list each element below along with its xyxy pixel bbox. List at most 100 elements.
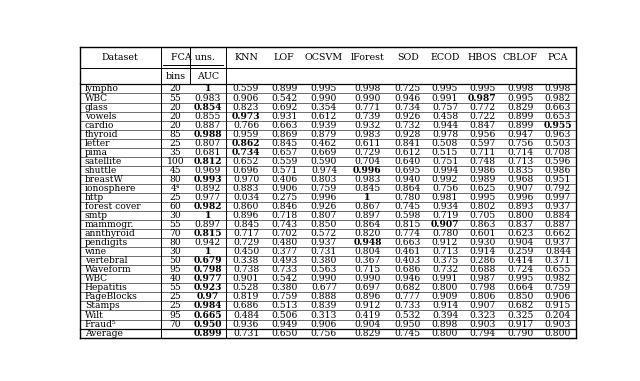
Text: 0.692: 0.692 bbox=[271, 102, 298, 112]
Text: 0.774: 0.774 bbox=[395, 229, 420, 238]
Text: 95: 95 bbox=[170, 265, 181, 274]
Text: 0.380: 0.380 bbox=[311, 256, 337, 265]
Text: 0.914: 0.914 bbox=[469, 247, 495, 256]
Text: 0.932: 0.932 bbox=[354, 121, 381, 130]
Text: 45: 45 bbox=[170, 166, 181, 175]
Text: 0.802: 0.802 bbox=[469, 202, 495, 211]
Text: 0.542: 0.542 bbox=[271, 93, 298, 102]
Text: 0.450: 0.450 bbox=[233, 247, 259, 256]
Text: 0.888: 0.888 bbox=[311, 293, 337, 301]
Text: 0.503: 0.503 bbox=[545, 139, 571, 148]
Text: LOF: LOF bbox=[274, 53, 294, 62]
Text: ionosphere: ionosphere bbox=[85, 184, 136, 193]
Text: 0.835: 0.835 bbox=[508, 166, 534, 175]
Text: 20: 20 bbox=[170, 112, 181, 121]
Text: 0.313: 0.313 bbox=[311, 311, 337, 320]
Text: 0.663: 0.663 bbox=[395, 238, 421, 247]
Text: 1: 1 bbox=[205, 211, 211, 220]
Text: 0.829: 0.829 bbox=[508, 102, 534, 112]
Text: 0.989: 0.989 bbox=[469, 175, 495, 184]
Text: 0.640: 0.640 bbox=[395, 157, 421, 166]
Text: 0.912: 0.912 bbox=[354, 301, 381, 311]
Text: forest cover: forest cover bbox=[85, 202, 140, 211]
Text: 0.926: 0.926 bbox=[311, 202, 337, 211]
Text: 0.993: 0.993 bbox=[193, 175, 222, 184]
Text: 0.777: 0.777 bbox=[395, 293, 420, 301]
Text: PCA: PCA bbox=[548, 53, 568, 62]
Text: 0.959: 0.959 bbox=[233, 130, 259, 139]
Text: 0.375: 0.375 bbox=[432, 256, 458, 265]
Text: 0.724: 0.724 bbox=[508, 265, 534, 274]
Text: 0.863: 0.863 bbox=[469, 220, 495, 229]
Text: 0.286: 0.286 bbox=[469, 256, 495, 265]
Text: 0.532: 0.532 bbox=[395, 311, 421, 320]
Text: 0.733: 0.733 bbox=[395, 301, 421, 311]
Text: 0.798: 0.798 bbox=[469, 283, 495, 292]
Text: 0.513: 0.513 bbox=[271, 301, 298, 311]
Text: 0.879: 0.879 bbox=[311, 130, 337, 139]
Text: 0.990: 0.990 bbox=[311, 274, 337, 283]
Text: 1: 1 bbox=[205, 247, 211, 256]
Text: 0.956: 0.956 bbox=[469, 130, 495, 139]
Text: 0.854: 0.854 bbox=[194, 102, 222, 112]
Text: 0.681: 0.681 bbox=[195, 148, 221, 157]
Text: 0.679: 0.679 bbox=[193, 256, 222, 265]
Text: 0.759: 0.759 bbox=[545, 283, 571, 292]
Text: 0.937: 0.937 bbox=[545, 238, 571, 247]
Text: wine: wine bbox=[85, 247, 107, 256]
Text: OCSVM: OCSVM bbox=[305, 53, 343, 62]
Text: 55: 55 bbox=[170, 93, 181, 102]
Text: shuttle: shuttle bbox=[85, 166, 117, 175]
Text: 0.751: 0.751 bbox=[432, 157, 458, 166]
Text: 0.815: 0.815 bbox=[193, 229, 222, 238]
Text: 0.991: 0.991 bbox=[432, 274, 458, 283]
Text: 0.419: 0.419 bbox=[355, 311, 381, 320]
Text: 0.977: 0.977 bbox=[193, 274, 222, 283]
Text: 0.354: 0.354 bbox=[311, 102, 337, 112]
Text: 0.704: 0.704 bbox=[355, 157, 381, 166]
Text: 0.669: 0.669 bbox=[311, 148, 337, 157]
Text: 0.907: 0.907 bbox=[508, 184, 534, 193]
Text: 0.926: 0.926 bbox=[395, 112, 421, 121]
Text: 0.981: 0.981 bbox=[432, 193, 458, 202]
Text: 0.829: 0.829 bbox=[354, 328, 381, 338]
Text: 0.559: 0.559 bbox=[271, 157, 298, 166]
Text: 0.780: 0.780 bbox=[432, 229, 458, 238]
Text: 0.717: 0.717 bbox=[233, 229, 259, 238]
Text: 0.714: 0.714 bbox=[508, 148, 534, 157]
Text: 0.204: 0.204 bbox=[545, 311, 571, 320]
Text: 0.936: 0.936 bbox=[233, 320, 259, 328]
Text: 55: 55 bbox=[170, 283, 181, 292]
Text: mammogr.: mammogr. bbox=[85, 220, 134, 229]
Text: 80: 80 bbox=[170, 238, 181, 247]
Text: 70: 70 bbox=[170, 229, 181, 238]
Text: 0.931: 0.931 bbox=[271, 112, 298, 121]
Text: 0.909: 0.909 bbox=[432, 293, 458, 301]
Text: 0.655: 0.655 bbox=[545, 265, 571, 274]
Text: 0.850: 0.850 bbox=[508, 293, 534, 301]
Text: 0.995: 0.995 bbox=[311, 85, 337, 93]
Text: 0.896: 0.896 bbox=[354, 293, 381, 301]
Text: 0.948: 0.948 bbox=[353, 238, 381, 247]
Text: 0.997: 0.997 bbox=[545, 193, 571, 202]
Text: 0.731: 0.731 bbox=[233, 328, 259, 338]
Text: 0.940: 0.940 bbox=[395, 175, 421, 184]
Text: 0.864: 0.864 bbox=[395, 184, 421, 193]
Text: Average: Average bbox=[85, 328, 123, 338]
Text: 0.923: 0.923 bbox=[194, 283, 222, 292]
Text: 0.625: 0.625 bbox=[469, 184, 495, 193]
Text: 0.982: 0.982 bbox=[545, 93, 571, 102]
Text: CBLOF: CBLOF bbox=[503, 53, 538, 62]
Text: 0.657: 0.657 bbox=[271, 148, 298, 157]
Text: 0.719: 0.719 bbox=[432, 211, 458, 220]
Text: 0.663: 0.663 bbox=[545, 102, 571, 112]
Text: 100: 100 bbox=[166, 157, 184, 166]
Text: 0.743: 0.743 bbox=[271, 220, 298, 229]
Text: 0.756: 0.756 bbox=[508, 139, 534, 148]
Text: 0.715: 0.715 bbox=[355, 265, 381, 274]
Text: 0.377: 0.377 bbox=[271, 247, 298, 256]
Text: 0.800: 0.800 bbox=[508, 211, 534, 220]
Text: 0.718: 0.718 bbox=[271, 211, 298, 220]
Text: 0.983: 0.983 bbox=[195, 93, 221, 102]
Text: 0.955: 0.955 bbox=[544, 121, 572, 130]
